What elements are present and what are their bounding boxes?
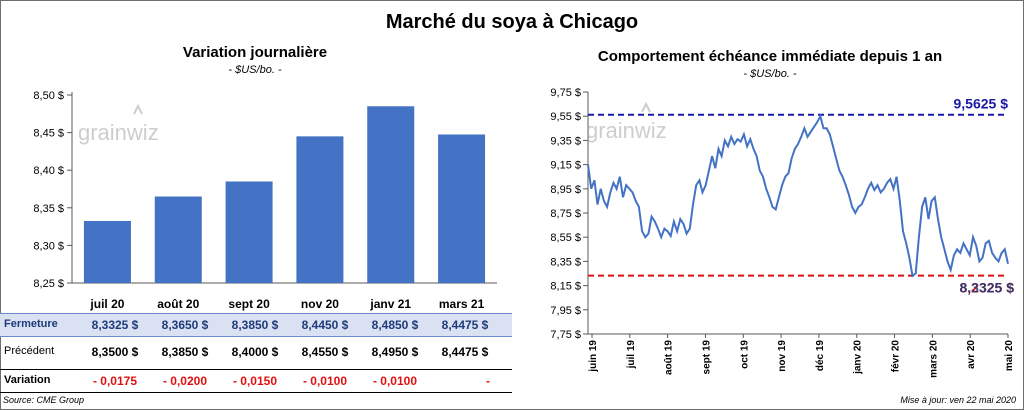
x-category-label: sept 20 bbox=[228, 297, 270, 311]
x-tick-label: janv 20 bbox=[853, 340, 864, 375]
main-title: Marché du soya à Chicago bbox=[385, 11, 639, 33]
y-tick-label: 8,45 $ bbox=[33, 128, 64, 140]
table-row-fermeture: Fermeture 8,3325 $ 8,3650 $ 8,3850 $ 8,4… bbox=[0, 313, 512, 337]
grainwiz-logo: grainwiz bbox=[586, 101, 667, 143]
x-category-label: mars 21 bbox=[439, 297, 485, 311]
y-tick-label: 7,95 $ bbox=[550, 305, 581, 317]
table-row-variation: Variation - 0,0175 - 0,0200 - 0,0150 - 0… bbox=[0, 369, 512, 393]
table-cell: 8,3650 $ bbox=[161, 318, 209, 332]
update-note: Mise à jour: ven 22 mai 2020 bbox=[900, 395, 1016, 405]
grainwiz-logo: grainwiz bbox=[78, 103, 159, 145]
table-cell: 8,3325 $ bbox=[91, 318, 139, 332]
x-tick-label: avr 20 bbox=[966, 340, 977, 369]
y-tick-label: 8,25 $ bbox=[33, 278, 64, 290]
table-cell: 8,4850 $ bbox=[371, 318, 419, 332]
x-tick-label: déc 19 bbox=[815, 340, 826, 372]
table-cell: 8,4550 $ bbox=[301, 345, 349, 359]
table-row-precedent: Précédent 8,3500 $ 8,3850 $ 8,4000 $ 8,4… bbox=[0, 341, 512, 363]
table-cell: 8,3850 $ bbox=[161, 345, 209, 359]
logo-peak-icon bbox=[133, 103, 143, 115]
table-cell: 8,3500 $ bbox=[91, 345, 139, 359]
x-tick-label: févr 20 bbox=[891, 340, 902, 373]
x-tick-label: juin 19 bbox=[588, 340, 599, 373]
x-category-label: nov 20 bbox=[301, 297, 339, 311]
x-tick-label: oct 19 bbox=[739, 340, 750, 369]
x-tick-label: juil 19 bbox=[626, 340, 637, 370]
logo-text: grainwiz bbox=[586, 118, 667, 143]
y-tick-label: 9,75 $ bbox=[550, 87, 581, 99]
x-category-label: juil 20 bbox=[89, 297, 124, 311]
table-cell: - 0,0175 bbox=[92, 374, 138, 388]
y-tick-label: 9,35 $ bbox=[550, 135, 581, 147]
x-category-label: août 20 bbox=[157, 297, 199, 311]
y-tick-label: 8,95 $ bbox=[550, 184, 581, 196]
y-tick-label: 8,30 $ bbox=[33, 240, 64, 252]
table-cell: - 0,0100 bbox=[302, 374, 348, 388]
bar bbox=[225, 181, 273, 283]
y-tick-label: 8,15 $ bbox=[550, 281, 581, 293]
y-tick-label: 8,55 $ bbox=[550, 232, 581, 244]
table-cell: - 0,0100 bbox=[372, 374, 418, 388]
table-cell: - 0,0200 bbox=[162, 374, 208, 388]
y-tick-label: 8,75 $ bbox=[550, 208, 581, 220]
x-category-label: janv 21 bbox=[369, 297, 411, 311]
table-cell: 8,3850 $ bbox=[231, 318, 279, 332]
bar bbox=[367, 106, 415, 283]
row-label-variation: Variation bbox=[4, 374, 51, 386]
table-cell: - 0,0150 bbox=[232, 374, 278, 388]
right-panel-title: Comportement échéance immédiate depuis 1… bbox=[597, 48, 943, 65]
x-tick-label: mai 20 bbox=[1004, 340, 1015, 372]
max-value-label: 9,5625 $ bbox=[954, 96, 1009, 112]
bar bbox=[154, 196, 202, 283]
logo-text: grainwiz bbox=[78, 120, 159, 145]
x-tick-label: mars 20 bbox=[928, 340, 939, 378]
table-cell: 8,4450 $ bbox=[301, 318, 349, 332]
y-tick-label: 9,55 $ bbox=[550, 111, 581, 123]
line-chart: 7,75 $ 7,95 $ 8,15 $ 8,35 $ 8,55 $ 8,75 $ 8,95… bbox=[550, 87, 1015, 378]
x-tick-label: nov 19 bbox=[777, 340, 788, 372]
row-label-fermeture: Fermeture bbox=[4, 318, 58, 330]
y-tick-label: 7,75 $ bbox=[550, 329, 581, 341]
bar bbox=[438, 134, 486, 283]
left-panel-title: Variation journalière bbox=[182, 44, 328, 61]
y-tick-label: 8,40 $ bbox=[33, 165, 64, 177]
min-value-label: 8,2325 $ bbox=[960, 280, 1015, 296]
y-tick-label: 8,35 $ bbox=[33, 203, 64, 215]
y-tick-label: 8,50 $ bbox=[33, 90, 64, 102]
logo-peak-icon bbox=[641, 101, 651, 113]
y-tick-label: 9,15 $ bbox=[550, 160, 581, 172]
bar bbox=[296, 136, 344, 283]
table-cell: 8,4475 $ bbox=[441, 345, 489, 359]
x-tick-label: août 19 bbox=[664, 340, 675, 375]
bar-chart: 8,25 $ 8,30 $ 8,35 $ 8,40 $ 8,45 $ 8,50 $ juil… bbox=[33, 90, 497, 311]
bar bbox=[83, 220, 131, 283]
table-cell: 8,4475 $ bbox=[441, 318, 489, 332]
table-cell: - bbox=[486, 374, 490, 388]
table-cell: 8,4950 $ bbox=[371, 345, 419, 359]
price-series-line bbox=[587, 113, 1009, 278]
table-cell: 8,4000 $ bbox=[231, 345, 279, 359]
y-tick-label: 8,35 $ bbox=[550, 256, 581, 268]
left-panel-units: - $US/bo. - bbox=[228, 64, 282, 76]
x-tick-label: sept 19 bbox=[701, 340, 712, 375]
last-value-label: 8,3325 $ bbox=[960, 280, 1015, 296]
right-panel-units: - $US/bo. - bbox=[743, 68, 797, 80]
source-note: Source: CME Group bbox=[3, 395, 85, 405]
row-label-precedent: Précédent bbox=[4, 345, 55, 357]
